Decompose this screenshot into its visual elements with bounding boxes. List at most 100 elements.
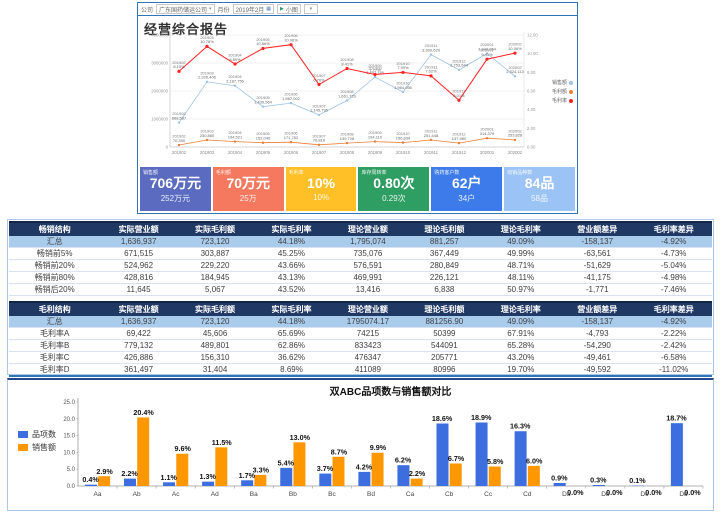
table-cell: 43.20% — [482, 351, 560, 364]
svg-text:0.0%: 0.0% — [684, 488, 701, 497]
table-cell: 881256.90 — [406, 316, 483, 328]
trend-line-chart-canvas[interactable]: 0 1000000 2000000 3000000 4000000 0.00 2.00 4.0… — [140, 29, 552, 167]
table-row[interactable]: 汇总 1,636,937 723,120 44.18% 1795074.17 881256… — [9, 316, 712, 328]
table-cell: 汇总 — [9, 316, 101, 328]
svg-text:18.7%: 18.7% — [666, 414, 687, 423]
svg-text:6.00: 6.00 — [527, 89, 536, 94]
table-cell: -41,175 — [559, 271, 636, 284]
svg-text:0.3%: 0.3% — [590, 475, 607, 484]
legend-item-毛利额[interactable]: 毛利额 — [552, 88, 573, 95]
month-picker[interactable]: 2019年2月 ▦ — [232, 4, 274, 14]
legend-item-品项数[interactable]: 品项数 — [18, 428, 56, 441]
svg-text:202002: 202002 — [508, 128, 522, 133]
svg-text:2.9%: 2.9% — [96, 467, 113, 476]
svg-text:201909: 201909 — [368, 63, 382, 68]
column-header: 理论毛利额 — [406, 301, 483, 316]
svg-text:201911: 201911 — [424, 64, 438, 69]
table-row[interactable]: 畅销后20% 11,645 5,067 43.52% 13,416 6,838 50.97%… — [9, 283, 712, 296]
legend-label: 毛利额 — [551, 89, 567, 95]
table-cell: 48.71% — [482, 259, 560, 272]
svg-text:201912: 201912 — [452, 150, 467, 155]
svg-text:201909: 201909 — [368, 66, 382, 71]
table-row[interactable]: 毛利率A 69,422 45,606 65.69% 74215 50399 67.91% -4… — [9, 327, 712, 340]
company-select[interactable]: 广东国药储运公司 ▾ — [156, 4, 215, 14]
legend-label: 销售额 — [551, 80, 567, 86]
table-cell: 45.25% — [253, 247, 330, 260]
legend-item-销售额[interactable]: 销售额 — [18, 441, 56, 454]
table-cell: 723,120 — [176, 236, 254, 248]
svg-text:3,340,054: 3,340,054 — [478, 46, 497, 51]
kpi-subvalue: 25万 — [239, 194, 257, 203]
legend-swatch — [18, 431, 28, 438]
kpi-value: 706万元 — [149, 175, 202, 191]
svg-text:8.89%: 8.89% — [229, 57, 241, 62]
svg-text:201910: 201910 — [396, 61, 410, 66]
table-row[interactable]: 毛利率C 426,886 156,310 36.62% 476347 205771 43.2… — [9, 351, 712, 364]
svg-text:201910: 201910 — [396, 150, 411, 155]
svg-text:10.00: 10.00 — [527, 51, 538, 56]
kpi-card-gross-margin[interactable]: 毛利率 10% 10% — [285, 167, 357, 211]
table-cell: -4.73% — [635, 247, 712, 260]
table-cell: -1,771 — [559, 283, 636, 296]
table-cell: 69,422 — [100, 327, 177, 340]
abc-comparison-panel: 双ABC品项数与销售额对比 品项数 销售额 0.0 5.0 10.0 15.0 20.0 2… — [7, 378, 714, 511]
legend-swatch — [569, 80, 573, 85]
svg-text:3000000: 3000000 — [151, 61, 168, 66]
column-header: 畅销结构 — [9, 221, 101, 236]
svg-text:11.5%: 11.5% — [212, 438, 233, 447]
svg-text:251,448: 251,448 — [424, 133, 439, 138]
svg-text:194,110: 194,110 — [368, 134, 383, 139]
svg-text:139,728: 139,728 — [340, 136, 355, 141]
svg-text:5.01%: 5.01% — [453, 93, 465, 98]
kpi-card-sales[interactable]: 销售额 706万元 252万元 — [140, 167, 211, 211]
kpi-value: 84品 — [524, 175, 555, 191]
svg-text:2.2%: 2.2% — [121, 469, 138, 478]
svg-text:201903: 201903 — [200, 150, 215, 155]
table-row[interactable]: 毛利率B 779,132 489,801 62.86% 833423 544091 65.2… — [9, 339, 712, 352]
svg-text:201902: 201902 — [172, 134, 186, 139]
svg-text:0.0%: 0.0% — [567, 488, 584, 497]
svg-text:4000000: 4000000 — [151, 33, 168, 38]
kpi-label: 毛利额 — [215, 170, 231, 176]
kpi-card-inventory-turnover[interactable]: 库存周转率 0.80次 0.29次 — [358, 167, 430, 211]
svg-text:6.7%: 6.7% — [448, 454, 465, 463]
svg-text:0.0: 0.0 — [67, 484, 76, 490]
svg-text:201906: 201906 — [284, 92, 298, 97]
column-header: 实际营业额 — [100, 221, 177, 236]
column-header: 毛利率差异 — [635, 301, 712, 316]
table-cell: 畅销前20% — [9, 259, 101, 272]
svg-text:201905: 201905 — [256, 95, 270, 100]
svg-text:0.0%: 0.0% — [606, 488, 623, 497]
abc-bar-chart-canvas[interactable]: 0.0 5.0 10.0 15.0 20.0 25.0 Aa 0.4%2.9% Ab 2.2% 20… — [54, 394, 709, 508]
kpi-label: 销售额 — [143, 170, 159, 176]
kpi-label: 毛利率 — [288, 170, 304, 176]
table-cell: 19.70% — [482, 363, 560, 377]
view-mode-select[interactable]: ▾ — [303, 4, 318, 14]
column-header: 实际毛利额 — [176, 221, 254, 236]
table-row[interactable]: 畅销前5% 671,515 303,887 45.25% 735,076 367,449 4… — [9, 247, 712, 260]
view-mode-toggle[interactable]: ▶ 小图 — [276, 4, 301, 14]
svg-text:5.8%: 5.8% — [487, 457, 504, 466]
table-cell: 476347 — [329, 351, 407, 364]
table-cell: 汇总 — [9, 236, 101, 248]
svg-text:8.41%: 8.41% — [341, 61, 353, 66]
kpi-card-active-sku[interactable]: 动销品种数 84品 58品 — [504, 167, 575, 211]
table-row[interactable]: 汇总 1,636,937 723,120 44.18% 1,795,074 881,257… — [9, 236, 712, 248]
table-cell: 44.18% — [253, 236, 330, 248]
kpi-card-gross-profit[interactable]: 毛利额 70万元 25万 — [212, 167, 284, 211]
svg-text:201910: 201910 — [396, 81, 410, 86]
svg-text:10.96%: 10.96% — [284, 38, 298, 43]
table-cell: -158,137 — [559, 236, 636, 248]
legend-item-毛利率[interactable]: 毛利率 — [552, 97, 573, 104]
legend-item-销售额[interactable]: 销售额 — [552, 79, 573, 86]
column-header: 毛利率差异 — [635, 221, 712, 236]
table-row[interactable]: 毛利率D 361,497 31,404 8.69% 411089 80996 19.70% -… — [9, 363, 712, 377]
table-cell: 303,887 — [176, 247, 254, 260]
kpi-card-customers[interactable]: 购药客户数 62户 34户 — [431, 167, 503, 211]
table-row[interactable]: 畅销前80% 428,816 184,945 43.13% 469,991 226,121… — [9, 271, 712, 284]
svg-text:Bc: Bc — [328, 491, 336, 498]
table-row[interactable]: 畅销前20% 524,962 229,220 43.66% 576,591 280,849… — [9, 259, 712, 272]
legend-swatch — [18, 444, 28, 451]
table-cell: -51,629 — [559, 259, 636, 272]
table-cell: 45,606 — [176, 327, 254, 340]
